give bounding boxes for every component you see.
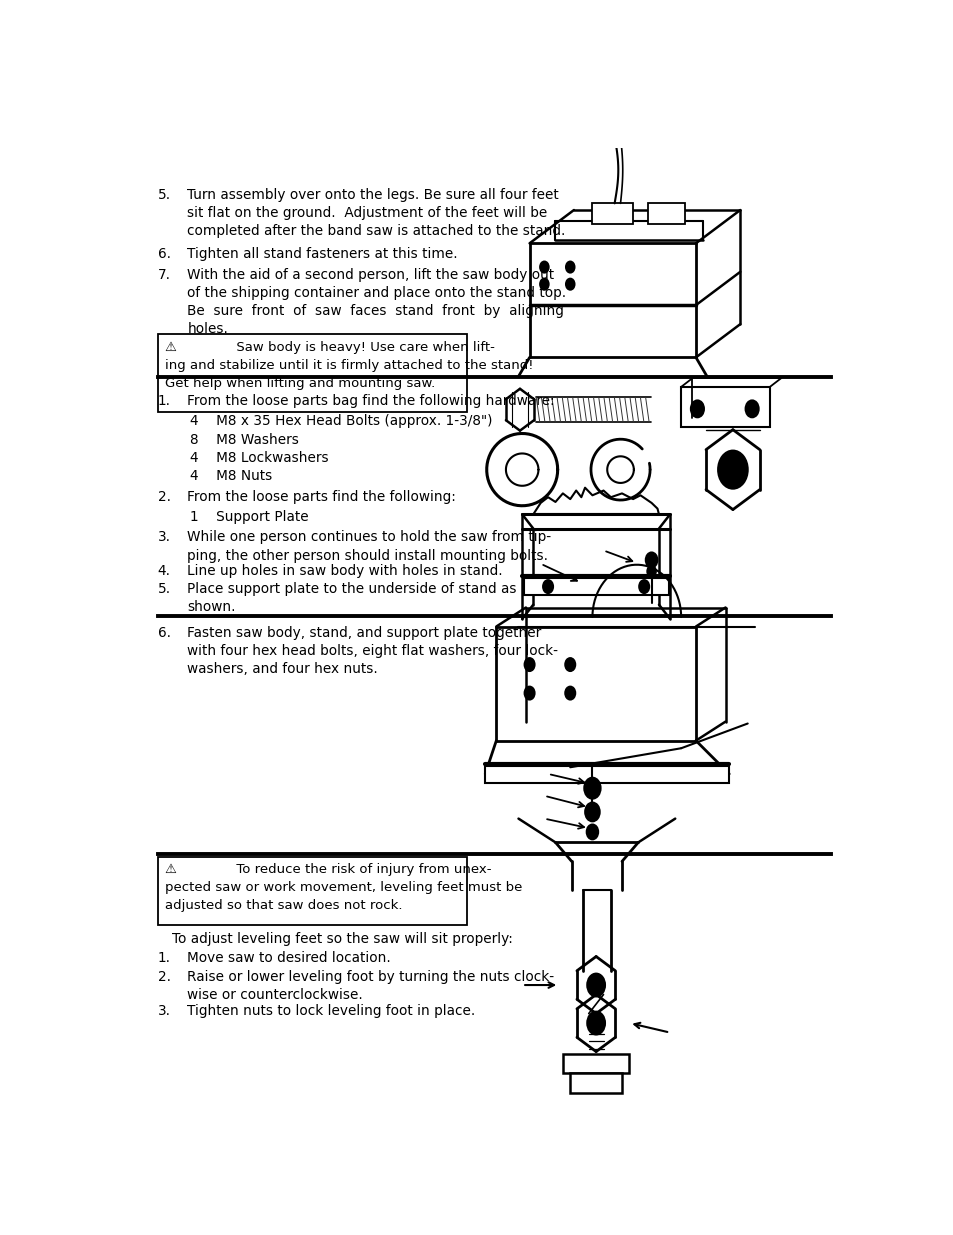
Circle shape <box>690 400 703 417</box>
Circle shape <box>583 778 600 799</box>
Text: 4    M8 Lockwashers: 4 M8 Lockwashers <box>190 451 329 464</box>
Text: 5.: 5. <box>157 188 171 203</box>
Text: adjusted so that saw does not rock.: adjusted so that saw does not rock. <box>165 899 402 913</box>
Bar <box>523 578 668 595</box>
Text: 1.: 1. <box>157 394 171 408</box>
Text: shown.: shown. <box>187 600 235 614</box>
Circle shape <box>539 278 548 290</box>
Circle shape <box>718 451 747 489</box>
Circle shape <box>564 687 575 700</box>
Text: Fasten saw body, stand, and support plate together: Fasten saw body, stand, and support plat… <box>187 626 541 640</box>
Text: Line up holes in saw body with holes in stand.: Line up holes in saw body with holes in … <box>187 563 502 578</box>
Text: Tighten all stand fasteners at this time.: Tighten all stand fasteners at this time… <box>187 247 457 261</box>
Text: with four hex head bolts, eight flat washers, four lock-: with four hex head bolts, eight flat was… <box>187 643 558 658</box>
Text: wise or counterclockwise.: wise or counterclockwise. <box>187 988 363 1002</box>
Text: 6.: 6. <box>157 247 171 261</box>
Bar <box>485 766 728 783</box>
Circle shape <box>565 278 574 290</box>
Bar <box>647 204 684 225</box>
Text: 8    M8 Washers: 8 M8 Washers <box>190 432 299 447</box>
Text: 1.: 1. <box>157 951 171 965</box>
Bar <box>570 1072 621 1093</box>
Text: pected saw or work movement, leveling feet must be: pected saw or work movement, leveling fe… <box>165 882 522 894</box>
Circle shape <box>645 552 657 568</box>
Text: ing and stabilize until it is firmly attached to the stand!: ing and stabilize until it is firmly att… <box>165 359 533 372</box>
Text: 6.: 6. <box>157 626 171 640</box>
Text: Move saw to desired location.: Move saw to desired location. <box>187 951 391 965</box>
Circle shape <box>639 580 649 593</box>
Bar <box>592 204 633 225</box>
Text: ⚠              Saw body is heavy! Use care when lift-: ⚠ Saw body is heavy! Use care when lift- <box>165 341 495 354</box>
Text: sit flat on the ground.  Adjustment of the feet will be: sit flat on the ground. Adjustment of th… <box>187 206 547 220</box>
Text: completed after the band saw is attached to the stand.: completed after the band saw is attached… <box>187 225 565 238</box>
Text: Raise or lower leveling foot by turning the nuts clock-: Raise or lower leveling foot by turning … <box>187 969 554 984</box>
Text: 4.: 4. <box>157 563 171 578</box>
Circle shape <box>584 803 599 821</box>
Text: Tighten nuts to lock leveling foot in place.: Tighten nuts to lock leveling foot in pl… <box>187 1004 475 1018</box>
FancyBboxPatch shape <box>157 333 466 411</box>
Text: 3.: 3. <box>157 1004 171 1018</box>
Text: 2.: 2. <box>157 969 171 984</box>
Text: Turn assembly over onto the legs. Be sure all four feet: Turn assembly over onto the legs. Be sur… <box>187 188 558 203</box>
Text: Get help when lifting and mounting saw.: Get help when lifting and mounting saw. <box>165 378 435 390</box>
Circle shape <box>539 262 548 273</box>
Text: While one person continues to hold the saw from tip-: While one person continues to hold the s… <box>187 531 551 545</box>
Text: 3.: 3. <box>157 531 171 545</box>
Circle shape <box>587 1011 604 1035</box>
Circle shape <box>565 262 574 273</box>
Text: 4    M8 Nuts: 4 M8 Nuts <box>190 468 273 483</box>
Text: Be  sure  front  of  saw  faces  stand  front  by  aligning: Be sure front of saw faces stand front b… <box>187 304 563 319</box>
Circle shape <box>646 566 656 577</box>
Text: 5.: 5. <box>157 582 171 595</box>
Circle shape <box>524 687 535 700</box>
Text: From the loose parts bag find the following hardware:: From the loose parts bag find the follow… <box>187 394 555 408</box>
Circle shape <box>587 973 604 997</box>
Text: holes.: holes. <box>187 322 228 336</box>
Text: 4    M8 x 35 Hex Head Bolts (approx. 1-3/8"): 4 M8 x 35 Hex Head Bolts (approx. 1-3/8"… <box>190 415 492 429</box>
Text: 1    Support Plate: 1 Support Plate <box>190 510 309 524</box>
Circle shape <box>744 400 758 417</box>
Text: ⚠              To reduce the risk of injury from unex-: ⚠ To reduce the risk of injury from unex… <box>165 863 491 877</box>
Text: ping, the other person should install mounting bolts.: ping, the other person should install mo… <box>187 548 548 563</box>
Bar <box>680 387 769 427</box>
Circle shape <box>564 658 575 672</box>
Text: To adjust leveling feet so the saw will sit properly:: To adjust leveling feet so the saw will … <box>172 931 513 946</box>
Text: washers, and four hex nuts.: washers, and four hex nuts. <box>187 662 377 676</box>
Text: 7.: 7. <box>157 268 171 282</box>
Text: With the aid of a second person, lift the saw body out: With the aid of a second person, lift th… <box>187 268 554 282</box>
Text: Place support plate to the underside of stand as: Place support plate to the underside of … <box>187 582 517 595</box>
Bar <box>562 1053 629 1072</box>
Text: From the loose parts find the following:: From the loose parts find the following: <box>187 489 456 504</box>
Text: of the shipping container and place onto the stand top.: of the shipping container and place onto… <box>187 287 566 300</box>
FancyBboxPatch shape <box>157 857 466 925</box>
Circle shape <box>542 580 553 593</box>
Circle shape <box>524 658 535 672</box>
Circle shape <box>586 824 598 840</box>
Text: 2.: 2. <box>157 489 171 504</box>
